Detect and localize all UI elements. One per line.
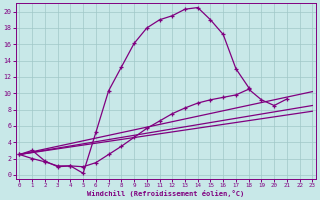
X-axis label: Windchill (Refroidissement éolien,°C): Windchill (Refroidissement éolien,°C) <box>87 190 244 197</box>
